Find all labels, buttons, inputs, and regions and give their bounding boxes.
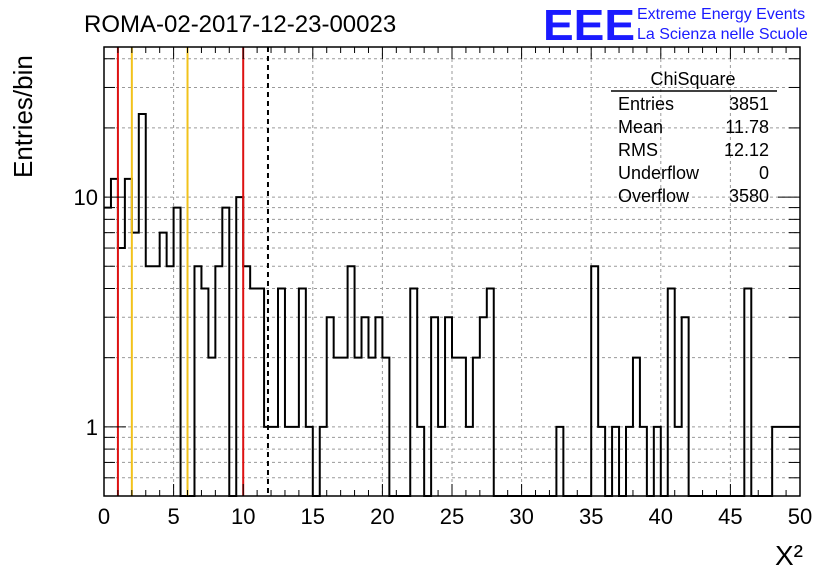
stats-row-value: 0	[759, 163, 769, 183]
axes-layer: 0 5 10 15 20 25 30 35 40 45 50 1 10	[74, 46, 812, 529]
x-tick-label: 40	[649, 504, 673, 529]
x-tick-label: 45	[718, 504, 742, 529]
grid-layer	[104, 47, 800, 496]
histogram-layer	[104, 112, 800, 497]
logo-line1: Extreme Energy Events	[637, 6, 805, 23]
logo-line2: La Scienza nelle Scuole	[637, 26, 808, 43]
histogram-outline	[104, 112, 800, 497]
stats-row-label: Entries	[618, 94, 674, 114]
stats-box: ChiSquare Entries 3851 Mean 11.78 RMS 12.12 Un…	[611, 69, 777, 206]
y-tick-label: 1	[86, 415, 98, 440]
x-tick-label: 30	[509, 504, 533, 529]
x-tick-label: 50	[788, 504, 812, 529]
stats-row-value: 3851	[729, 94, 769, 114]
stats-row-label: Mean	[618, 117, 663, 137]
x-tick-label: 20	[370, 504, 394, 529]
reference-lines-layer	[116, 47, 269, 496]
stats-row-label: Overflow	[618, 186, 690, 206]
stats-row-value: 3580	[729, 186, 769, 206]
run-title: ROMA-02-2017-12-23-00023	[84, 11, 396, 38]
eee-logo: EEE	[543, 1, 635, 50]
x-tick-label: 0	[98, 504, 110, 529]
stats-row-label: Underflow	[618, 163, 700, 183]
stats-rows: Entries 3851 Mean 11.78 RMS 12.12 Underflow 0 Ov…	[618, 94, 769, 206]
x-tick-label: 5	[167, 504, 179, 529]
x-tick-label: 15	[301, 504, 325, 529]
x-tick-label: 35	[579, 504, 603, 529]
y-axis-label: Entries/bin	[8, 55, 38, 178]
stats-row-value: 12.12	[724, 140, 769, 160]
stats-title: ChiSquare	[650, 69, 735, 89]
x-axis-label: X²	[775, 540, 803, 571]
stats-row-label: RMS	[618, 140, 658, 160]
x-tick-label: 25	[440, 504, 464, 529]
stats-row-value: 11.78	[725, 117, 769, 137]
y-tick-label: 10	[74, 185, 98, 210]
x-tick-label: 10	[231, 504, 255, 529]
